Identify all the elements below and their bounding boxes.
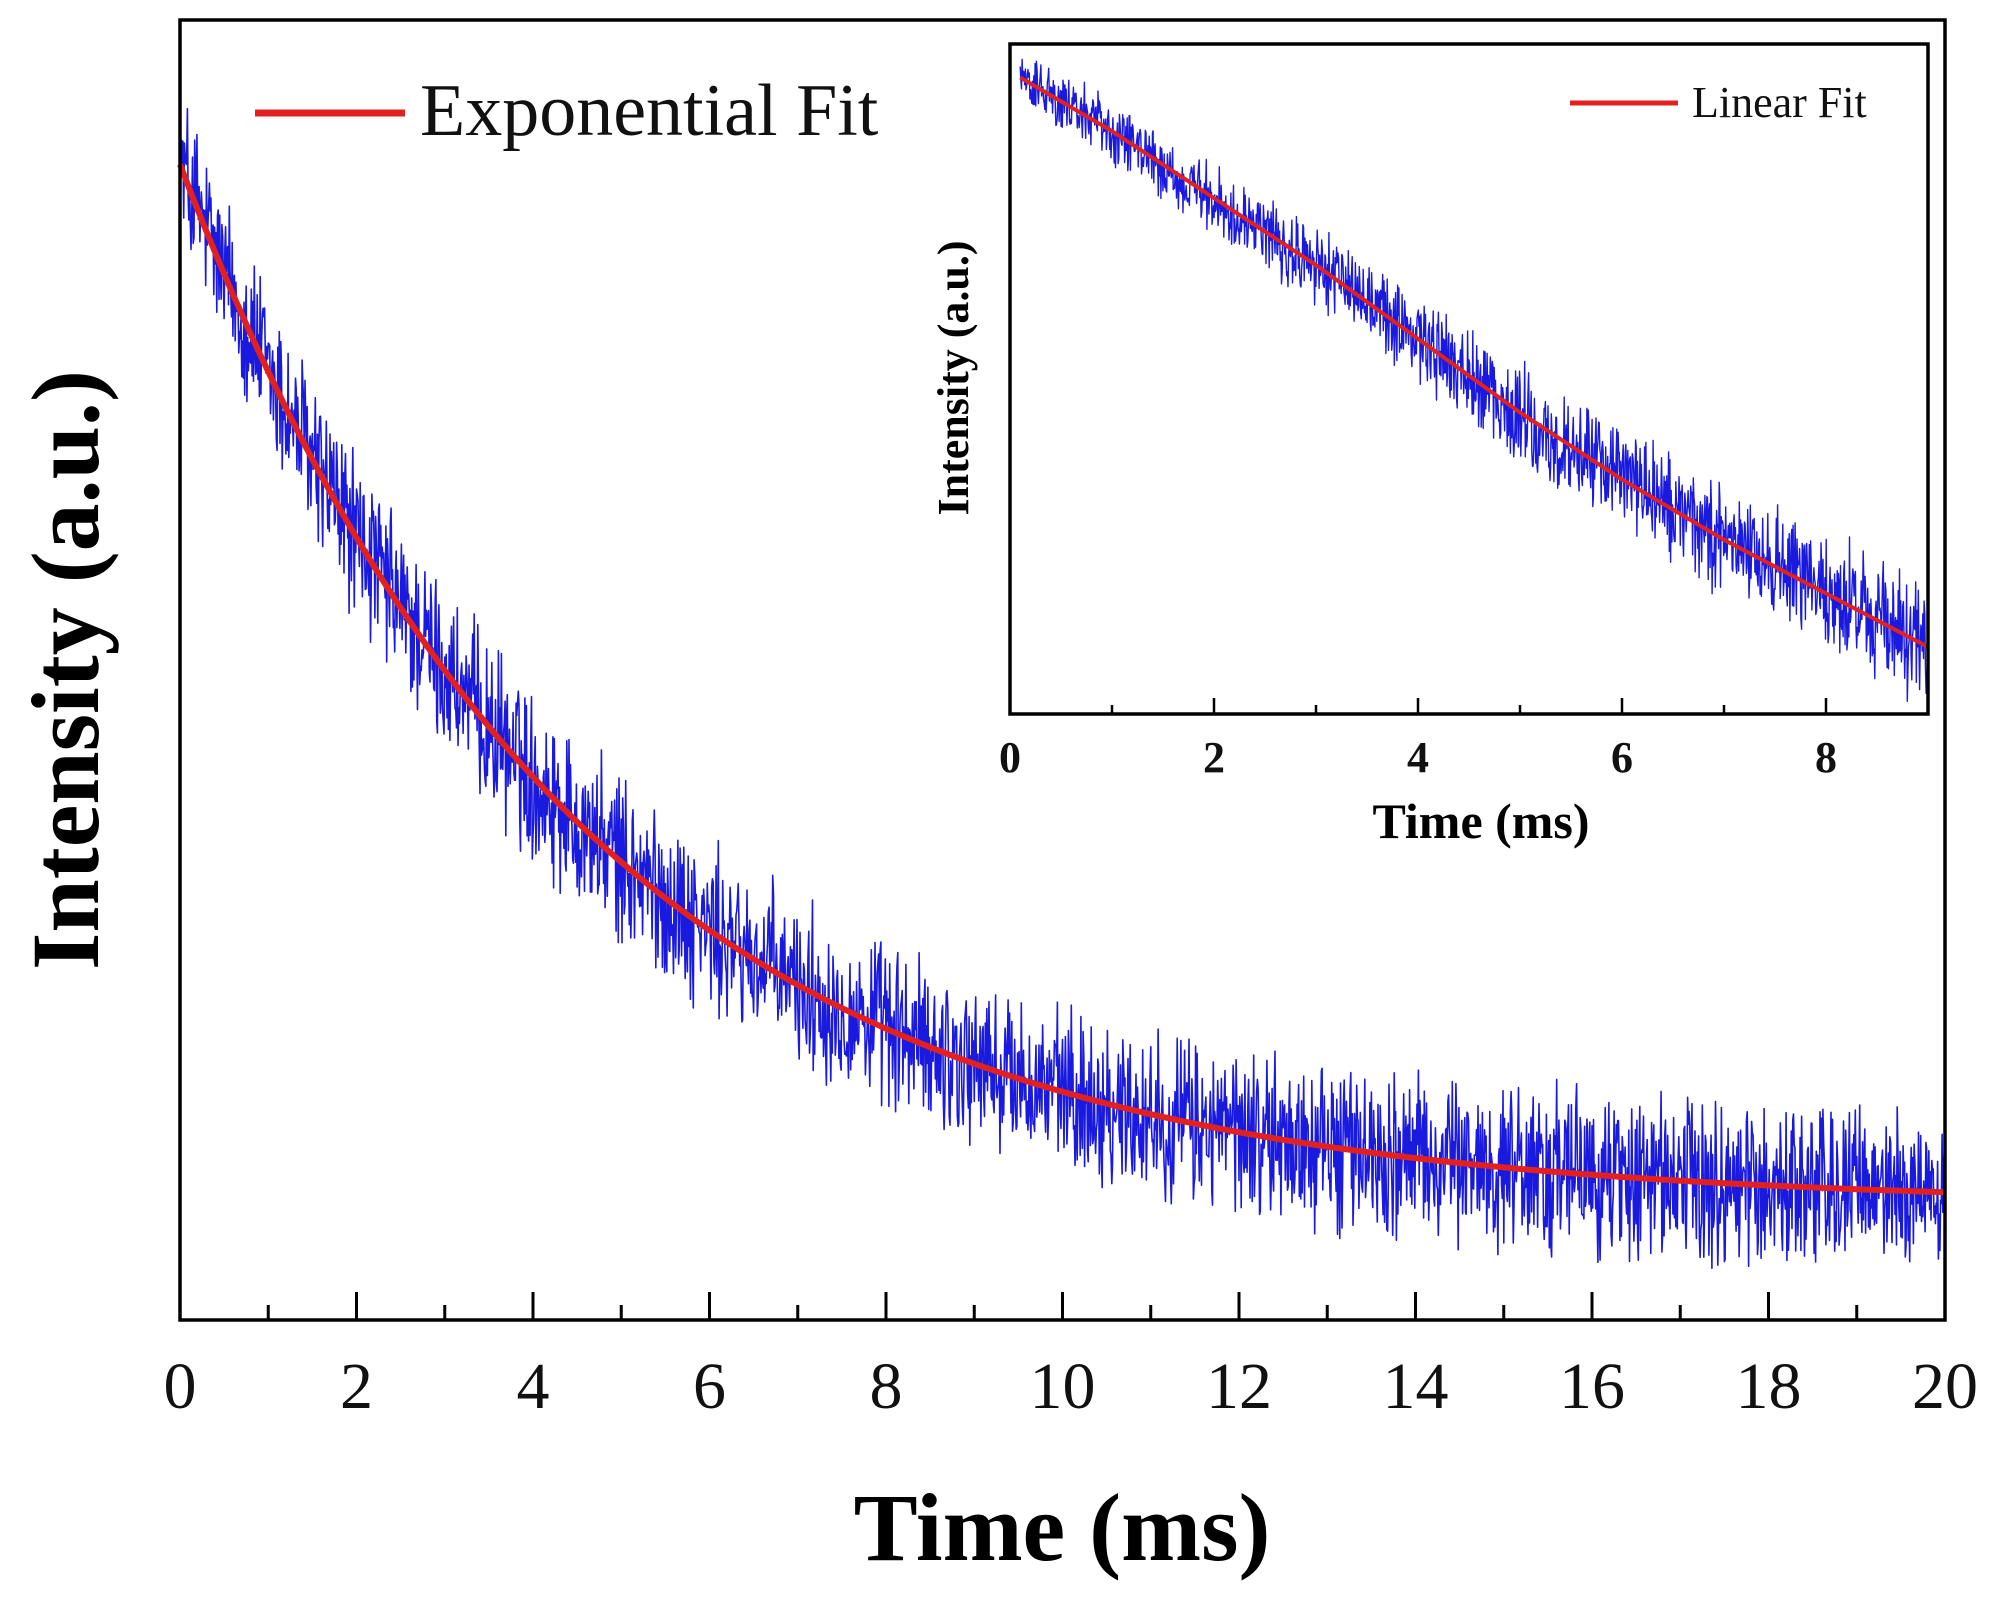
inset-y-axis-label: Intensity (a.u.) bbox=[929, 240, 978, 515]
main-x-ticks bbox=[178, 1292, 1947, 1320]
main-data-layer bbox=[179, 107, 1946, 1269]
inset-x-tick-label: 4 bbox=[1407, 733, 1429, 782]
main-x-tick-label: 20 bbox=[1912, 1350, 1978, 1423]
main-x-tick-label: 6 bbox=[693, 1350, 726, 1423]
inset-fit-series bbox=[1019, 75, 1929, 649]
inset-x-ticks bbox=[1008, 698, 1930, 714]
main-x-tick-label: 12 bbox=[1206, 1350, 1272, 1423]
main-chart: 0 2 4 6 8 10 12 14 16 18 20 Exponential Fit Time (… bbox=[12, 18, 1979, 1581]
main-x-axis-label: Time (ms) bbox=[854, 1474, 1271, 1581]
main-x-tick-label: 4 bbox=[517, 1350, 550, 1423]
inset-x-tick-label: 8 bbox=[1815, 733, 1837, 782]
inset-x-tick-label: 2 bbox=[1203, 733, 1225, 782]
inset-x-tick-label: 0 bbox=[999, 733, 1021, 782]
legend-exponential-fit-label: Exponential Fit bbox=[420, 70, 879, 152]
main-x-tick-label: 10 bbox=[1030, 1350, 1096, 1423]
inset-x-axis-label: Time (ms) bbox=[1372, 793, 1589, 849]
inset-plot-frame bbox=[1008, 42, 1930, 716]
legend-linear-fit-label: Linear Fit bbox=[1692, 78, 1867, 127]
main-x-tick-labels: 0 2 4 6 8 10 12 14 16 18 20 bbox=[164, 1350, 1979, 1423]
main-x-tick-label: 2 bbox=[340, 1350, 373, 1423]
inset-x-tick-labels: 0 2 4 6 8 bbox=[999, 733, 1837, 782]
main-x-tick-label: 0 bbox=[164, 1350, 197, 1423]
main-x-tick-label: 14 bbox=[1383, 1350, 1449, 1423]
inset-fit-layer bbox=[1019, 75, 1929, 649]
main-fit-layer bbox=[177, 163, 1946, 1196]
main-x-tick-label: 8 bbox=[870, 1350, 903, 1423]
main-x-tick-label: 18 bbox=[1736, 1350, 1802, 1423]
main-data-series bbox=[179, 107, 1946, 1269]
inset-x-tick-label: 6 bbox=[1611, 733, 1633, 782]
inset-chart: 0 2 4 6 8 Linear Fit Time (ms) Intensity (a.… bbox=[929, 42, 1930, 849]
inset-data-series bbox=[1019, 58, 1929, 702]
main-y-axis-label: Intensity (a.u.) bbox=[12, 370, 119, 970]
main-fit-series bbox=[177, 163, 1946, 1196]
main-x-tick-label: 16 bbox=[1559, 1350, 1625, 1423]
inset-data-layer bbox=[1019, 58, 1929, 702]
